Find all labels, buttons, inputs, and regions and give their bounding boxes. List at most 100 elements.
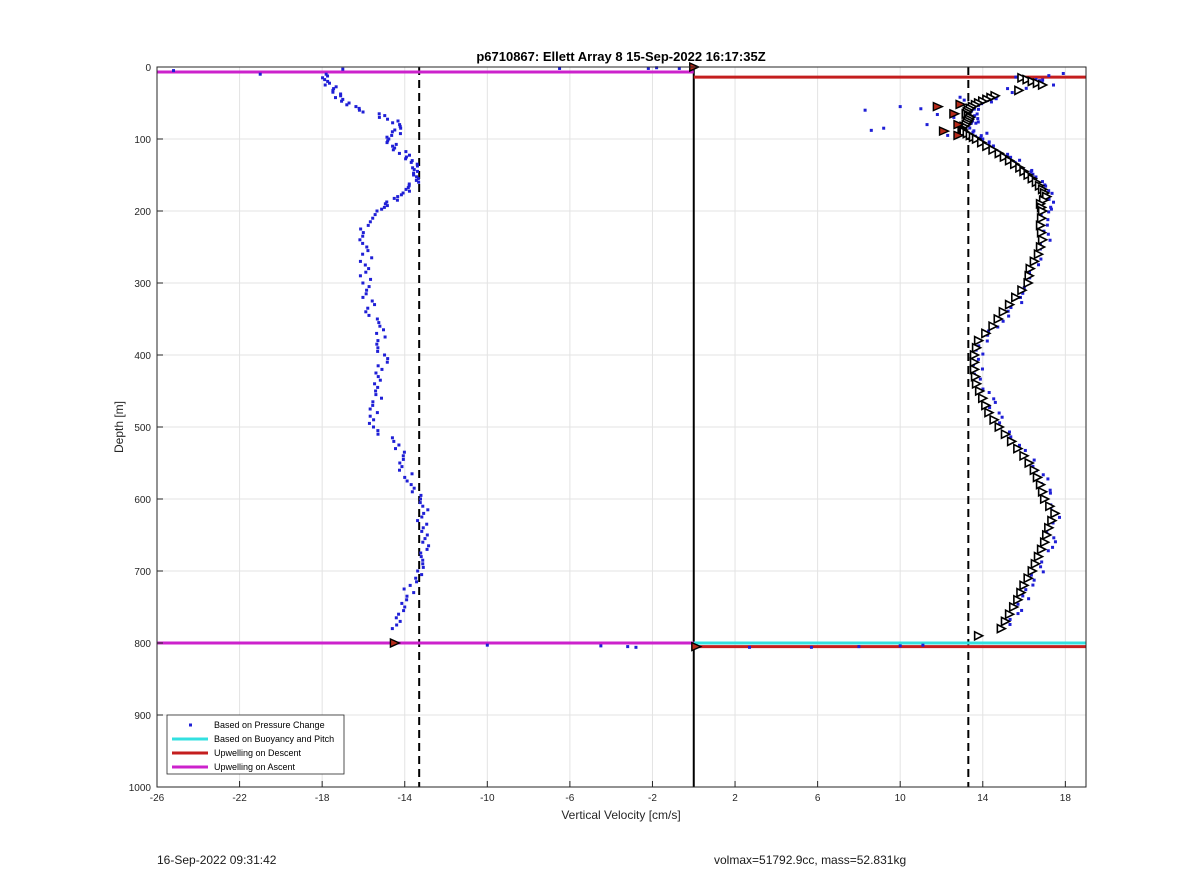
pressure-change-point xyxy=(404,157,408,161)
pressure-change-point xyxy=(422,511,426,515)
pressure-change-point xyxy=(1047,210,1051,214)
buoyancy-pitch-marker xyxy=(1004,608,1016,620)
pressure-change-point xyxy=(396,119,400,123)
pressure-change-point xyxy=(364,292,368,296)
pressure-change-point xyxy=(985,339,989,343)
pressure-change-point xyxy=(1006,152,1010,156)
pressure-change-point xyxy=(1031,583,1035,587)
pressure-change-point xyxy=(882,126,886,130)
pressure-change-point xyxy=(1051,83,1055,87)
buoyancy-pitch-marker xyxy=(982,140,993,152)
pressure-change-point xyxy=(383,335,387,339)
legend-label: Upwelling on Ascent xyxy=(214,762,296,772)
pressure-change-point xyxy=(391,148,395,152)
pressure-change-point xyxy=(378,378,382,382)
pressure-change-point xyxy=(1039,257,1043,261)
pressure-change-point xyxy=(340,99,344,103)
pressure-change-point xyxy=(392,196,396,200)
buoyancy-pitch-marker xyxy=(1047,515,1058,526)
buoyancy-pitch-marker xyxy=(1033,248,1045,260)
buoyancy-pitch-marker xyxy=(1037,486,1049,498)
pressure-change-point xyxy=(412,591,416,595)
buoyancy-pitch-marker xyxy=(998,306,1010,318)
pressure-change-point xyxy=(1047,197,1051,201)
pressure-change-point xyxy=(976,117,980,121)
buoyancy-pitch-marker xyxy=(1022,74,1033,85)
pressure-change-point xyxy=(426,508,430,512)
buoyancy-pitch-marker xyxy=(999,151,1011,163)
pressure-change-point xyxy=(976,357,980,361)
pressure-change-point xyxy=(1007,314,1011,318)
pressure-change-point xyxy=(599,644,603,648)
pressure-change-point xyxy=(376,339,380,343)
pressure-change-point xyxy=(327,81,331,85)
pressure-change-point xyxy=(414,576,418,580)
pressure-change-point xyxy=(857,645,861,649)
buoyancy-pitch-marker xyxy=(1009,158,1021,170)
pressure-change-point xyxy=(971,130,975,134)
y-tick-label: 300 xyxy=(134,279,151,290)
pressure-change-point xyxy=(976,120,980,124)
pressure-change-point xyxy=(368,407,372,411)
pressure-change-point xyxy=(365,288,369,292)
buoyancy-pitch-marker xyxy=(1036,212,1048,224)
pressure-change-point xyxy=(367,421,371,425)
pressure-change-point xyxy=(407,189,411,193)
pressure-change-point xyxy=(1024,86,1028,90)
pressure-change-point xyxy=(324,72,328,76)
pressure-change-point xyxy=(412,173,416,177)
buoyancy-pitch-marker xyxy=(989,414,1000,426)
pressure-change-point xyxy=(371,216,375,220)
pressure-change-point xyxy=(416,519,420,523)
reference-lines xyxy=(418,67,970,787)
pressure-change-point xyxy=(747,645,751,649)
pressure-change-point xyxy=(396,195,400,199)
pressure-change-point xyxy=(1010,91,1014,95)
pressure-change-point xyxy=(383,202,387,206)
pressure-change-point xyxy=(395,623,399,627)
pressure-change-point xyxy=(400,601,404,605)
descent-marker xyxy=(938,126,951,137)
pressure-change-point xyxy=(392,439,396,443)
buoyancy-pitch-marker xyxy=(971,378,983,390)
pressure-change-point xyxy=(1048,488,1052,492)
pressure-change-point xyxy=(416,177,420,181)
buoyancy-pitch-marker xyxy=(1029,464,1041,476)
buoyancy-pitch-marker xyxy=(969,349,981,361)
pressure-change-point xyxy=(420,529,424,533)
grid-lines xyxy=(156,66,1086,788)
buoyancy-pitch-marker xyxy=(1036,544,1048,555)
buoyancy-pitch-marker xyxy=(993,313,1005,325)
pressure-change-point xyxy=(997,411,1001,415)
pressure-change-point xyxy=(1048,238,1052,242)
pressure-change-point xyxy=(1032,578,1036,582)
pressure-change-point xyxy=(357,108,361,112)
pressure-change-point xyxy=(1017,443,1021,447)
pressure-change-point xyxy=(1045,223,1049,227)
pressure-change-point xyxy=(385,360,389,364)
pressure-change-point xyxy=(379,396,383,400)
pressure-change-point xyxy=(646,66,650,70)
pressure-change-point xyxy=(172,69,176,73)
y-tick-label: 0 xyxy=(145,63,151,74)
pressure-change-point xyxy=(394,142,398,146)
pressure-change-point xyxy=(410,159,414,163)
pressure-change-point xyxy=(361,252,365,256)
y-tick-label: 700 xyxy=(134,567,151,578)
buoyancy-pitch-marker xyxy=(973,335,985,346)
pressure-change-point xyxy=(558,66,562,70)
pressure-change-point xyxy=(380,207,384,211)
pressure-change-point xyxy=(373,213,377,217)
buoyancy-pitch-marker xyxy=(1004,155,1016,166)
pressure-change-point xyxy=(365,245,369,249)
pressure-change-point xyxy=(377,112,381,116)
buoyancy-pitch-marker xyxy=(1035,241,1047,253)
pressure-change-point xyxy=(1046,477,1050,481)
pressure-change-point xyxy=(405,479,409,483)
buoyancy-pitch-marker xyxy=(1039,493,1051,505)
pressure-change-point xyxy=(898,644,902,648)
pressure-change-point xyxy=(397,468,401,472)
buoyancy-pitch-marker xyxy=(1037,79,1049,91)
buoyancy-pitch-marker xyxy=(996,623,1008,634)
